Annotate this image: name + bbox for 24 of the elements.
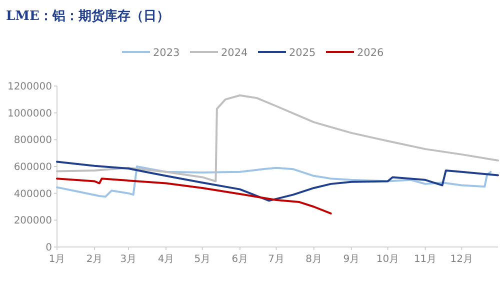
y-tick-label: 600000 [14,162,52,173]
y-tick-label: 400000 [14,188,52,200]
x-tick-label: 8月 [306,254,322,265]
x-tick-label: 2月 [86,254,103,265]
x-tick-label: 11月 [414,254,437,265]
x-tick-label: 12月 [450,254,474,265]
x-tick-label: 10月 [376,254,400,265]
x-tick-label: 6月 [232,254,248,265]
x-tick-label: 1月 [48,254,66,265]
legend-label: 2026 [357,47,384,59]
x-tick-label: 7月 [268,254,284,265]
x-tick-label: 9月 [343,254,360,265]
x-tick-label: 4月 [158,254,174,265]
x-tick-label: 5月 [194,254,211,265]
chart-title: LME：铝：期货库存（日） [6,8,170,24]
y-tick-label: 1000000 [7,108,52,120]
y-tick-label: 0 [46,242,52,254]
legend-label: 2023 [153,47,180,59]
y-tick-label: 800000 [14,135,52,146]
legend-label: 2025 [289,47,316,59]
legend-label: 2024 [221,47,248,59]
x-tick-label: 3月 [120,254,137,265]
y-tick-label: 1200000 [7,82,52,92]
y-tick-label: 200000 [14,216,52,227]
